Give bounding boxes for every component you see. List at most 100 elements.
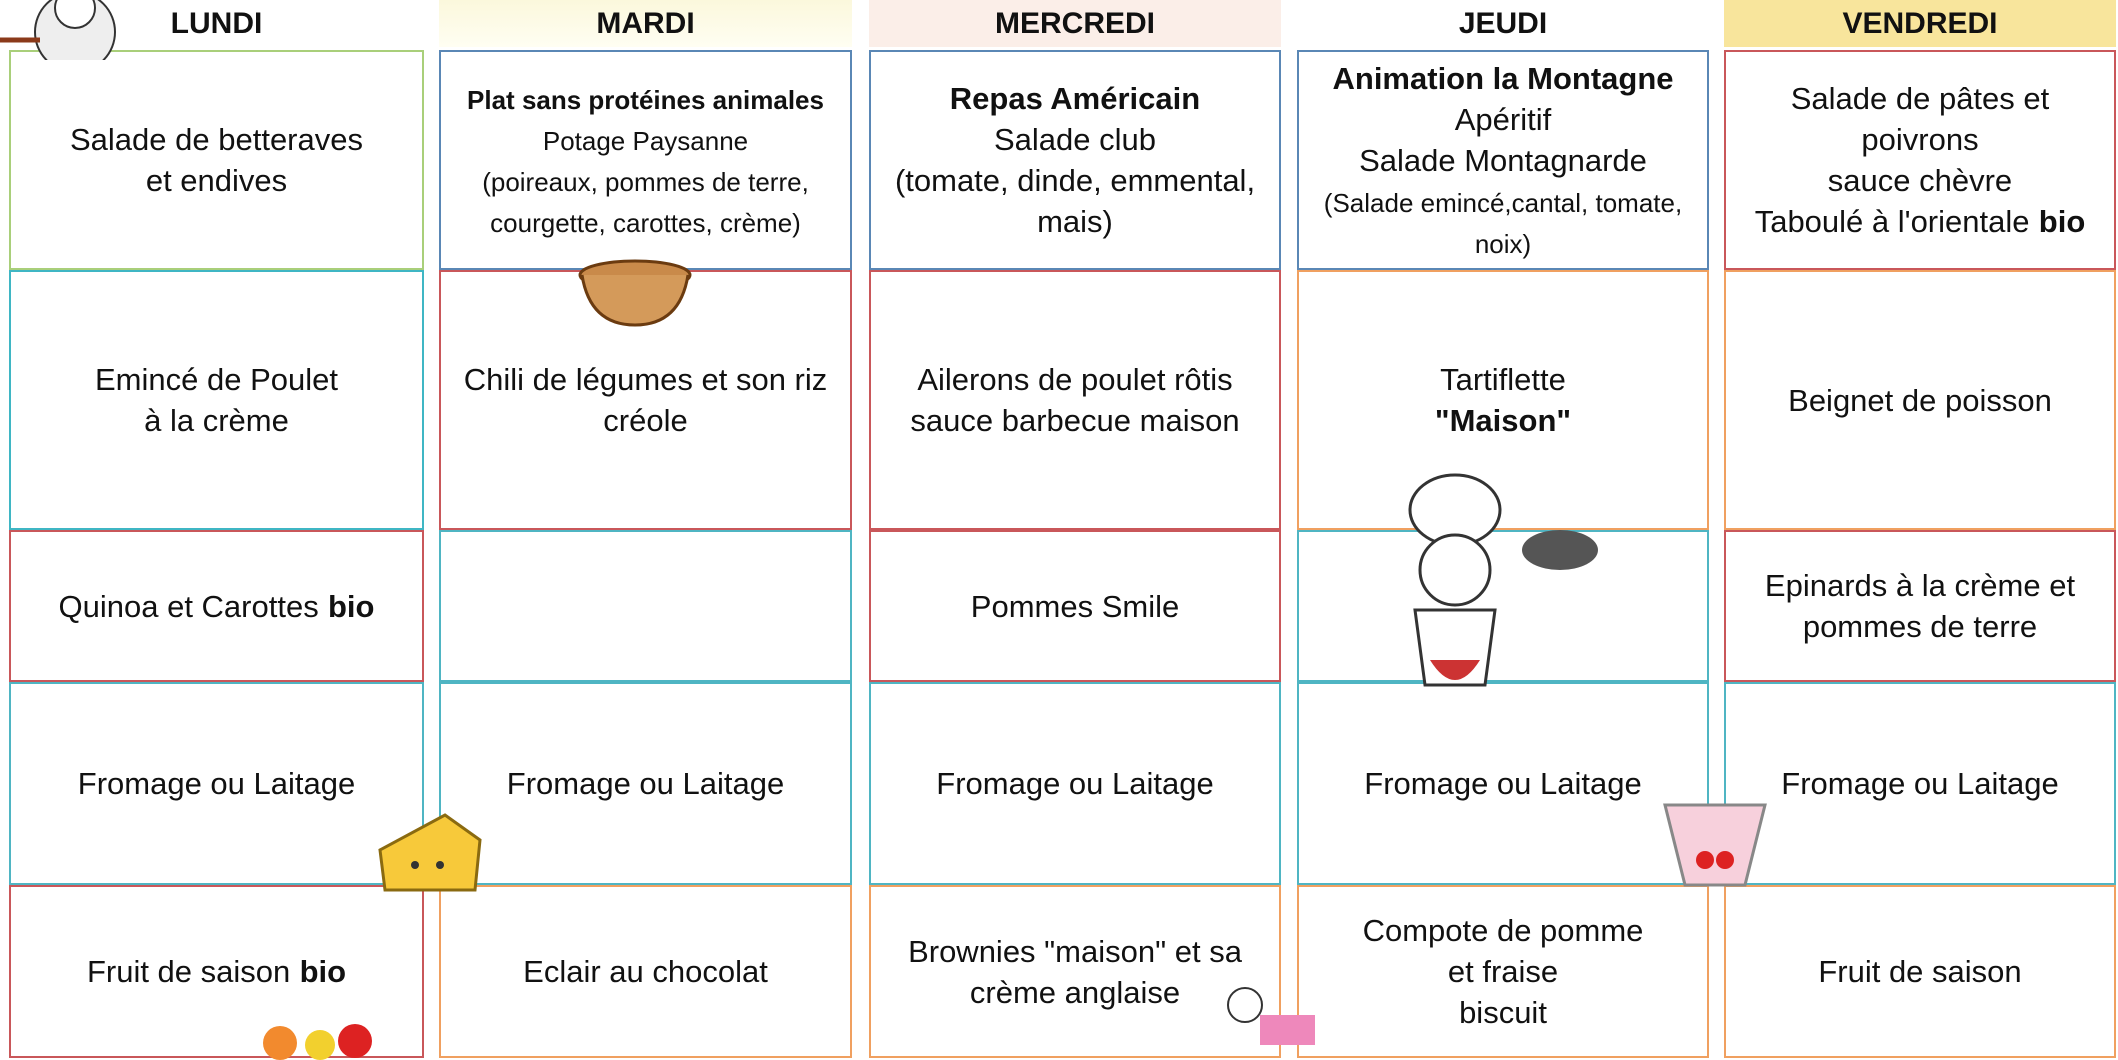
day-header: MARDI (439, 0, 852, 47)
menu-line: Tartiflette (1440, 359, 1566, 400)
menu-text: (poireaux, pommes de terre, (482, 167, 809, 197)
menu-text: Taboulé à l'orientale (1754, 204, 2030, 239)
menu-text: Fromage ou Laitage (77, 766, 356, 801)
menu-text: Salade de betteraves (70, 122, 363, 157)
menu-text: pommes de terre (1802, 609, 2038, 644)
menu-text: sauce chèvre (1827, 163, 2013, 198)
menu-cell: Quinoa et Carottes bio (9, 530, 424, 682)
day-header: JEUDI (1458, 6, 1548, 40)
menu-text: biscuit (1459, 995, 1547, 1030)
menu-line: Fruit de saison bio (87, 951, 346, 992)
menu-text: bio (299, 954, 347, 989)
menu-text: mais) (1037, 204, 1113, 239)
menu-line: Salade club (994, 119, 1156, 160)
menu-text: Ailerons de poulet rôtis (917, 362, 1233, 397)
menu-text: Salade club (993, 122, 1156, 157)
chef-icon (0, 0, 116, 60)
pot-icon (578, 259, 692, 327)
menu-text: (tomate, dinde, emmental, (894, 163, 1256, 198)
menu-cell: Salade de betteraves et endives (9, 50, 424, 270)
menu-cell: Ailerons de poulet rôtis sauce barbecue m… (869, 270, 1281, 530)
menu-text: Brownies "maison" et sa (908, 933, 1242, 969)
menu-text: bio (328, 588, 375, 624)
menu-cell: Emincé de Poulet à la crème (9, 270, 424, 530)
menu-line: Fruit de saison (1818, 951, 2021, 992)
menu-text: Animation la Montagne (1332, 60, 1674, 96)
menu-cell: Fruit de saison bio (9, 885, 424, 1058)
menu-line: Taboulé à l'orientale bio (1755, 201, 2086, 242)
menu-cell: Fromage ou Laitage (439, 682, 852, 885)
menu-line: Eclair au chocolat (523, 951, 768, 992)
menu-line: Fromage ou Laitage (936, 763, 1213, 804)
menu-cell: Fromage ou Laitage (1297, 682, 1709, 885)
menu-line: sauce barbecue maison (910, 400, 1239, 441)
menu-text: Fromage ou Laitage (506, 766, 785, 801)
menu-text: et endives (145, 163, 288, 198)
menu-cell: Fromage ou Laitage (9, 682, 424, 885)
menu-line: Fromage ou Laitage (1364, 763, 1641, 804)
menu-text: sauce barbecue maison (910, 403, 1240, 438)
menu-line: Ailerons de poulet rôtis (917, 359, 1232, 400)
menu-line: Salade Montagnarde (1359, 140, 1647, 181)
menu-cell: Salade de pâtes et poivrons sauce chèvre Ta… (1724, 50, 2116, 270)
menu-line: et endives (146, 160, 287, 201)
menu-line: Plat sans protéines animales (467, 78, 824, 119)
menu-line: Salade de betteraves (70, 119, 363, 160)
menu-line: Emincé de Poulet (95, 359, 338, 400)
menu-text: Repas Américain (949, 81, 1201, 116)
menu-cell: Beignet de poisson (1724, 270, 2116, 530)
menu-line: Pommes Smile (971, 586, 1179, 627)
menu-text: Potage Paysanne (542, 126, 749, 156)
menu-line: Apéritif (1455, 99, 1551, 140)
menu-line: Fromage ou Laitage (78, 763, 355, 804)
menu-text: courgette, carottes, crème) (490, 208, 801, 238)
menu-line: Chili de légumes et son riz (464, 359, 828, 400)
menu-line: (Salade emincé,cantal, tomate, (1324, 181, 1682, 222)
menu-text: Pommes Smile (970, 588, 1180, 624)
menu-text: et fraise (1447, 954, 1559, 989)
menu-line: biscuit (1459, 992, 1547, 1033)
menu-line: Fromage ou Laitage (507, 763, 784, 804)
cake-icon (1227, 987, 1315, 1045)
fruit-icon (263, 1024, 372, 1060)
menu-text: Compote de pomme (1362, 913, 1644, 948)
menu-cell: Brownies "maison" et sa crème anglaise (869, 885, 1281, 1058)
menu-cell: Repas Américain Salade club (tomate, dinde… (869, 50, 1281, 270)
menu-line: créole (603, 400, 687, 441)
menu-line: Potage Paysanne (543, 119, 748, 160)
menu-line: mais) (1037, 201, 1113, 242)
menu-text: noix) (1474, 228, 1532, 259)
menu-text: Salade de pâtes et (1790, 81, 2050, 116)
menu-text: Quinoa et Carottes (58, 588, 319, 624)
menu-cell: Pommes Smile (869, 530, 1281, 682)
menu-text: (Salade emincé,cantal, tomate, (1323, 187, 1683, 218)
menu-line: à la crème (144, 400, 289, 441)
menu-cell: Chili de légumes et son riz créole (439, 270, 852, 530)
menu-line: Animation la Montagne (1333, 58, 1674, 99)
menu-text: Apéritif (1454, 101, 1552, 137)
menu-cell: Animation la Montagne Apéritif Salade Mont… (1297, 50, 1709, 270)
menu-text: bio (2038, 204, 2086, 239)
day-header: LUNDI (170, 6, 263, 40)
menu-line: Epinards à la crème et (1765, 565, 2075, 606)
yogurt-icon (1663, 803, 1767, 887)
menu-text: Fromage ou Laitage (1364, 766, 1642, 801)
menu-text: Epinards à la crème et (1764, 568, 2076, 603)
menu-line: Fromage ou Laitage (1781, 763, 2058, 804)
day-header: MERCREDI (869, 0, 1281, 47)
menu-text: Fruit de saison (86, 954, 291, 989)
menu-line: Compote de pomme (1363, 910, 1644, 951)
menu-text: Emincé de Poulet (95, 362, 338, 397)
menu-line: pommes de terre (1803, 606, 2037, 647)
day-header: VENDREDI (1724, 0, 2116, 47)
menu-cell: Epinards à la crème et pommes de terre (1724, 530, 2116, 682)
menu-cell (439, 530, 852, 682)
menu-text: Plat sans protéines animales (467, 85, 824, 115)
menu-text: Fromage ou Laitage (936, 766, 1214, 801)
cheese-icon (378, 813, 482, 892)
menu-cell: Fromage ou Laitage (869, 682, 1281, 885)
menu-line: crème anglaise (970, 972, 1180, 1013)
menu-line: sauce chèvre (1828, 160, 2012, 201)
menu-line: (tomate, dinde, emmental, (895, 160, 1255, 201)
